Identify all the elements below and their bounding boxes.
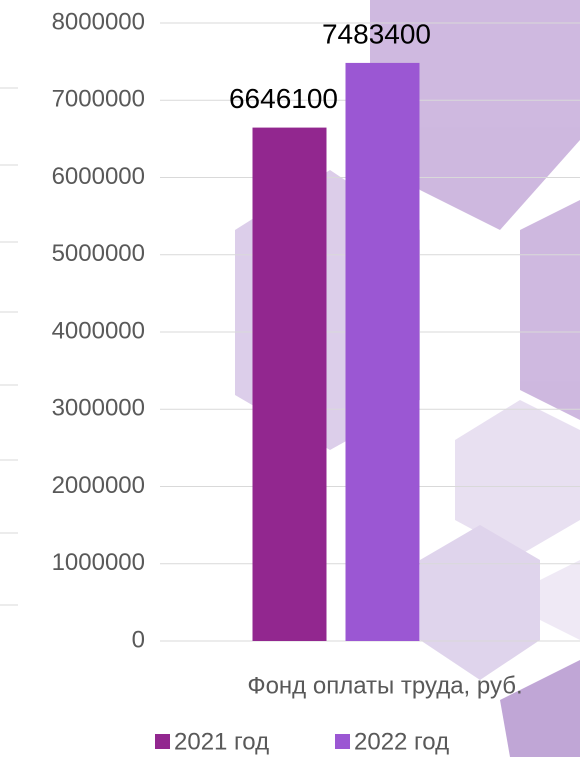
x-tick-label: Фонд оплаты труда, руб. [247, 672, 522, 699]
y-tick-label: 6000000 [52, 163, 145, 190]
bar [345, 62, 420, 641]
data-label: 6646100 [229, 83, 338, 114]
y-tick-label: 3000000 [52, 395, 145, 422]
y-tick-label: 8000000 [52, 8, 145, 35]
y-tick-label: 7000000 [52, 86, 145, 113]
y-tick-label: 4000000 [52, 317, 145, 344]
bar [252, 127, 327, 642]
y-tick-label: 2000000 [52, 472, 145, 499]
y-tick-label: 1000000 [52, 549, 145, 576]
legend-swatch [335, 734, 350, 749]
legend-label: 2021 год [174, 728, 269, 755]
legend-label: 2022 год [354, 728, 449, 755]
y-tick-label: 0 [132, 626, 145, 653]
data-label: 7483400 [322, 18, 431, 49]
axis-stubs [0, 87, 18, 606]
y-tick-label: 5000000 [52, 240, 145, 267]
legend-swatch [155, 734, 170, 749]
